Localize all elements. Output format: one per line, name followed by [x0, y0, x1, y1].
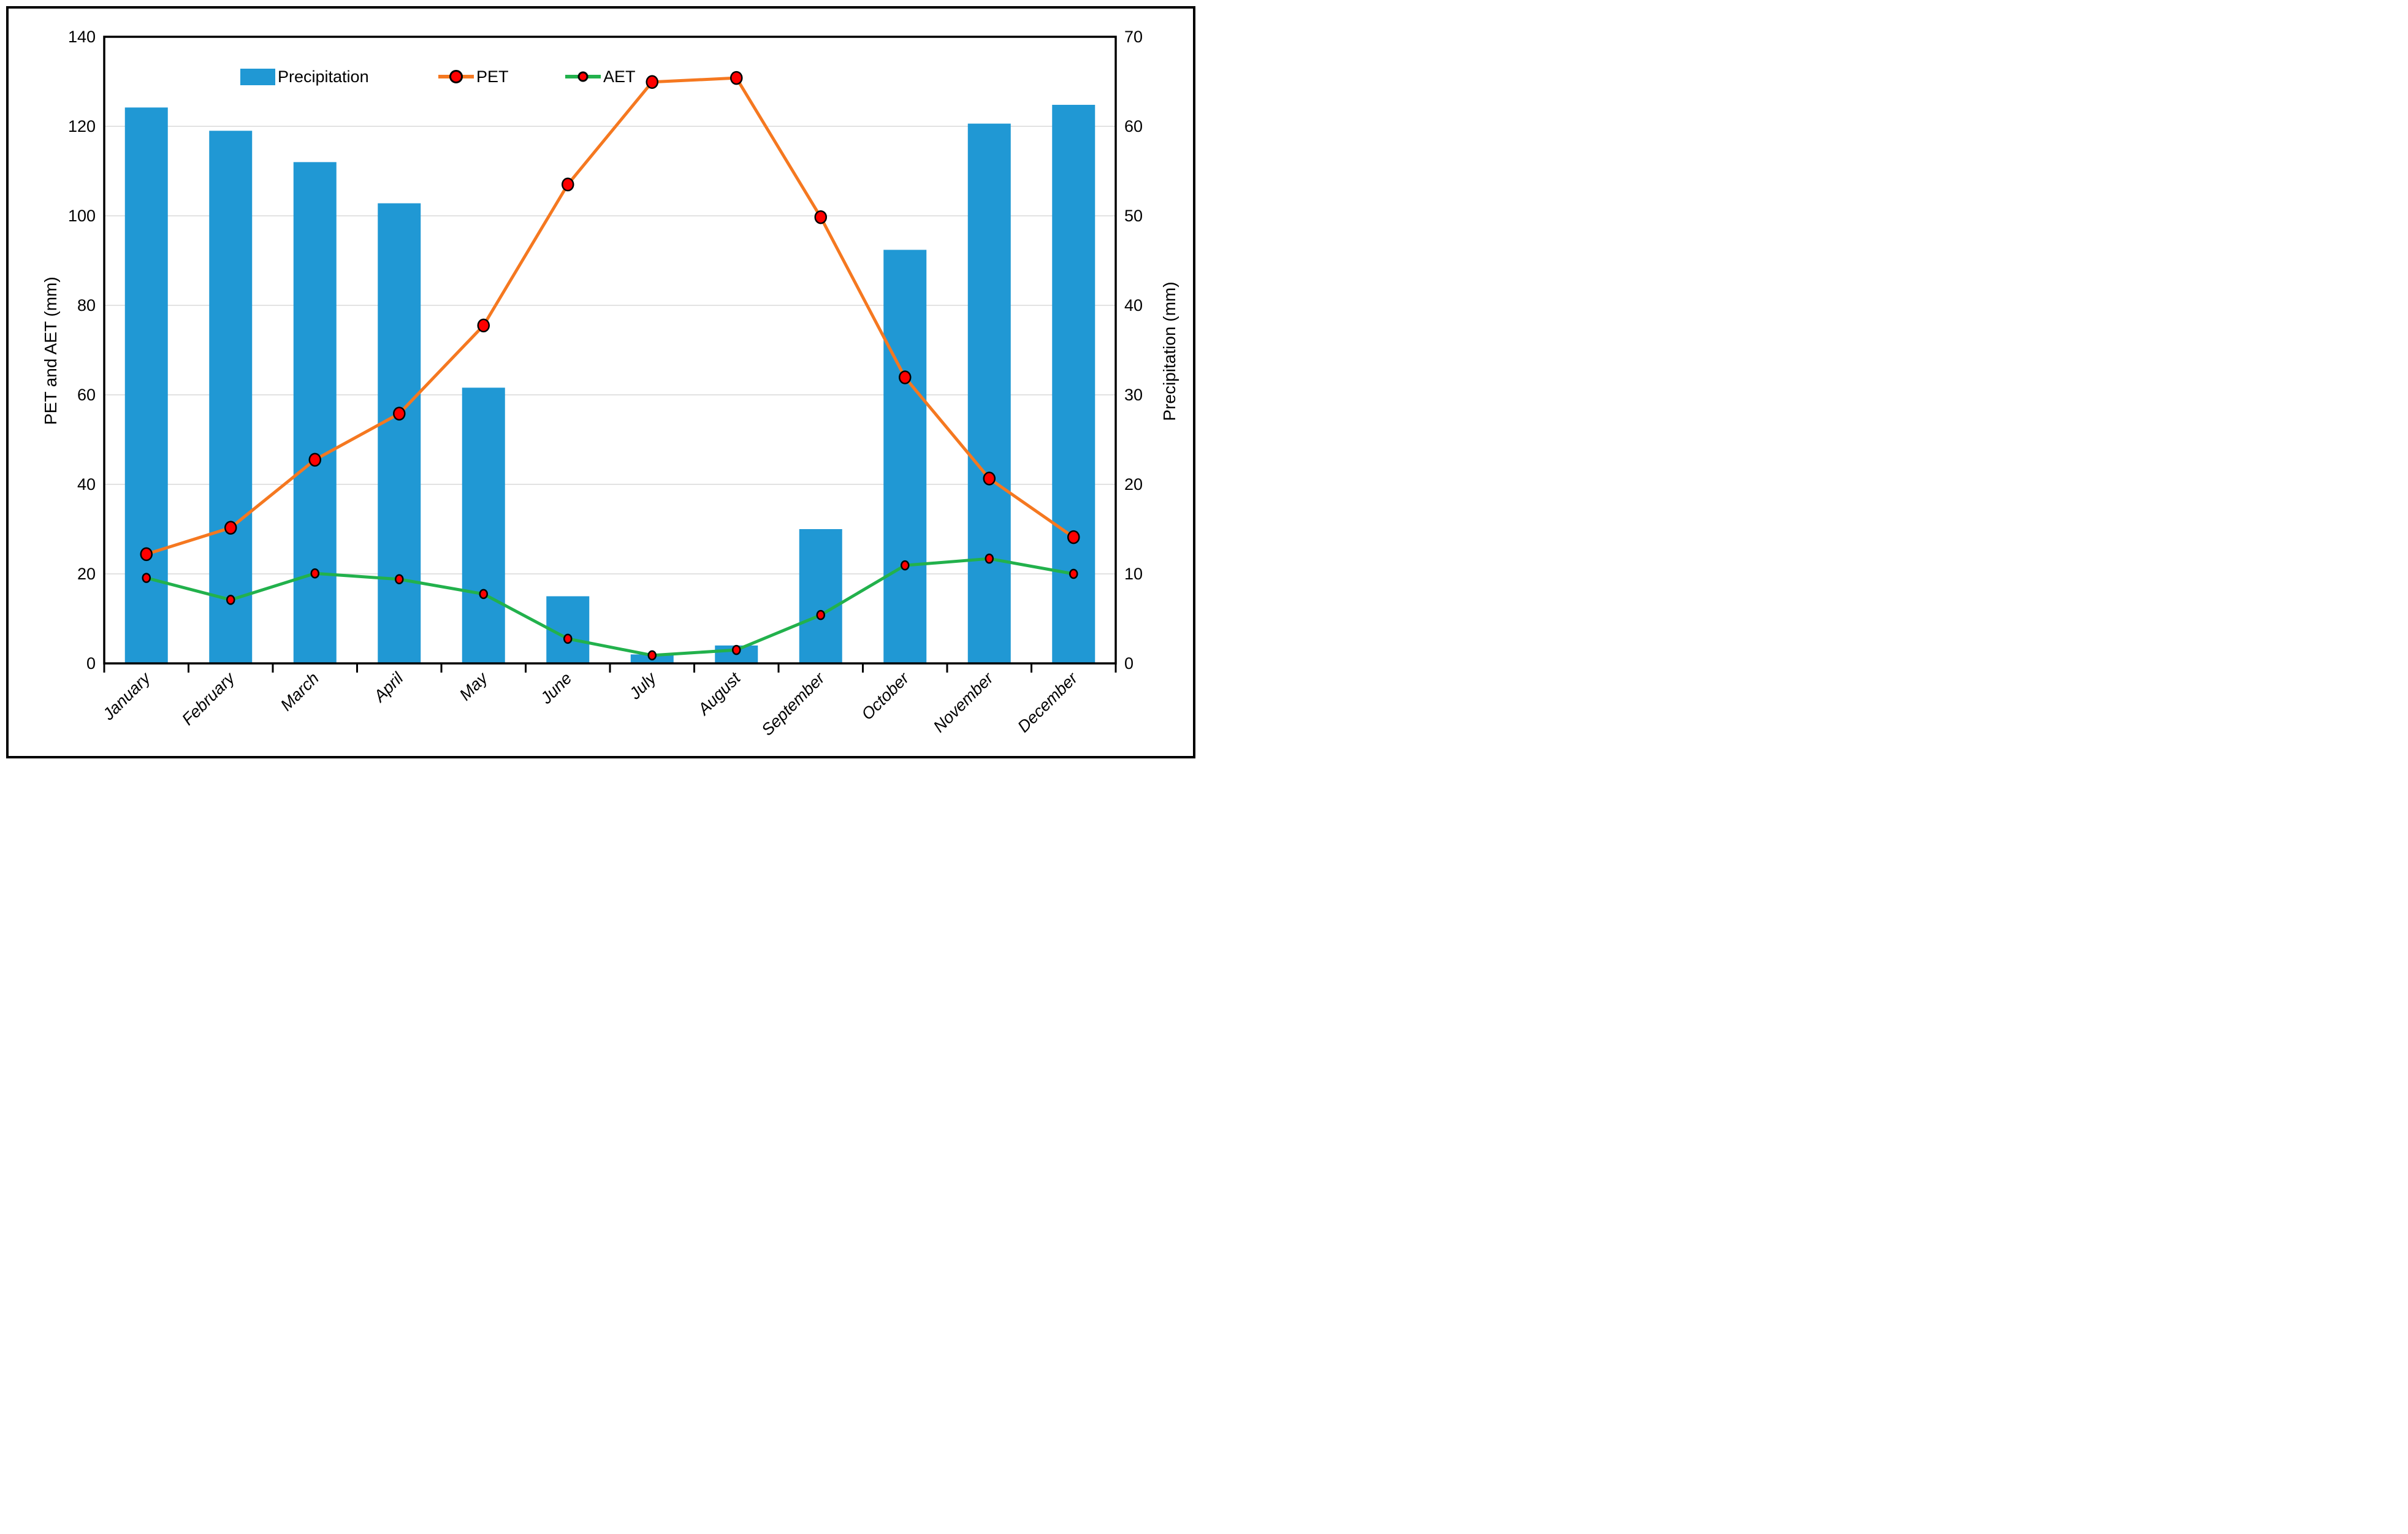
pet-marker — [477, 318, 490, 333]
right-axis-tick-label: 70 — [1124, 28, 1143, 46]
left-axis-tick-label: 40 — [77, 475, 96, 494]
pet-marker — [899, 370, 912, 384]
precipitation-bar — [1052, 104, 1095, 663]
pet-marker — [730, 71, 743, 85]
x-axis-month-label: April — [370, 668, 408, 706]
aet-marker — [226, 595, 235, 605]
left-axis-tick-label: 100 — [68, 207, 96, 225]
aet-line-sample-icon — [565, 66, 601, 87]
x-axis-month-label: May — [456, 668, 492, 704]
pet-line — [145, 76, 1075, 556]
precipitation-bar — [462, 387, 505, 663]
right-axis-tick-label: 0 — [1124, 654, 1134, 673]
aet-marker — [1069, 568, 1078, 579]
precipitation-bar — [883, 250, 927, 664]
aet-marker — [985, 553, 994, 564]
left-axis-tick-label: 20 — [77, 565, 96, 583]
left-axis-tick-label: 140 — [68, 28, 96, 46]
pet-marker — [646, 75, 658, 89]
precipitation-bar — [967, 123, 1011, 663]
pet-marker — [814, 210, 827, 224]
pet-marker — [983, 471, 996, 486]
x-axis-month-label: October — [858, 668, 913, 723]
climate-combo-chart: 0 20 40 60 80 100 120 140 0 10 20 30 40 50 60 70 January… — [0, 0, 1204, 767]
pet-marker — [562, 177, 574, 192]
precipitation-swatch-icon — [240, 68, 275, 85]
right-axis-tick-label: 30 — [1124, 386, 1143, 404]
pet-marker — [1067, 530, 1080, 544]
right-axis-tick-label: 20 — [1124, 475, 1143, 494]
aet-marker — [732, 644, 741, 655]
x-axis-month-label: July — [625, 668, 660, 703]
left-axis-tick-label: 0 — [86, 654, 96, 673]
legend-label-aet: AET — [603, 67, 636, 86]
plot-area: 0 20 40 60 80 100 120 140 0 10 20 30 40 50 60 70 January… — [68, 28, 1143, 739]
aet-marker — [563, 633, 573, 644]
aet-marker — [479, 589, 488, 600]
aet-marker — [310, 568, 319, 579]
precipitation-bar — [209, 131, 253, 664]
plot-frame — [103, 36, 1117, 665]
legend-item-precipitation: Precipitation — [240, 66, 369, 87]
aet-marker — [901, 560, 910, 571]
x-axis-month-label: September — [758, 668, 828, 739]
right-axis-tick-label: 50 — [1124, 207, 1143, 225]
left-axis-tick-label: 80 — [77, 296, 96, 315]
left-axis-tick-label: 120 — [68, 117, 96, 135]
x-axis-month-label: March — [277, 669, 322, 714]
legend-label-precipitation: Precipitation — [278, 67, 369, 86]
x-axis-month-label: December — [1014, 668, 1081, 736]
legend-item-aet: AET — [565, 66, 636, 87]
precipitation-bar — [378, 203, 421, 663]
left-axis-tick-label: 60 — [77, 386, 96, 404]
left-axis-title: PET and AET (mm) — [41, 277, 60, 425]
right-axis-tick-label: 10 — [1124, 565, 1143, 583]
x-axis-month-label: June — [536, 669, 575, 708]
right-axis-tick-label: 40 — [1124, 296, 1143, 315]
precipitation-bar — [293, 162, 337, 663]
pet-marker — [308, 452, 321, 467]
precipitation-bar — [124, 107, 168, 664]
pet-marker — [224, 521, 237, 535]
pet-marker — [140, 547, 153, 562]
aet-marker — [142, 573, 151, 583]
aet-marker — [816, 609, 825, 620]
legend-item-pet: PET — [438, 66, 509, 87]
legend-label-pet: PET — [476, 67, 509, 86]
aet-marker — [395, 574, 404, 585]
aet-marker — [647, 650, 657, 661]
pet-line-sample-icon — [438, 66, 474, 87]
x-axis-month-label: August — [693, 668, 744, 719]
chart-legend: Precipitation PET AET — [0, 66, 1204, 87]
precipitation-bar — [799, 529, 842, 663]
x-axis-month-label: November — [930, 668, 997, 736]
pet-marker — [393, 406, 406, 421]
x-axis-month-label: February — [178, 668, 239, 729]
aet-line — [145, 557, 1075, 657]
x-axis-month-label: January — [99, 668, 154, 724]
right-axis-title: Precipitation (mm) — [1160, 281, 1179, 421]
right-axis-tick-label: 60 — [1124, 117, 1143, 135]
